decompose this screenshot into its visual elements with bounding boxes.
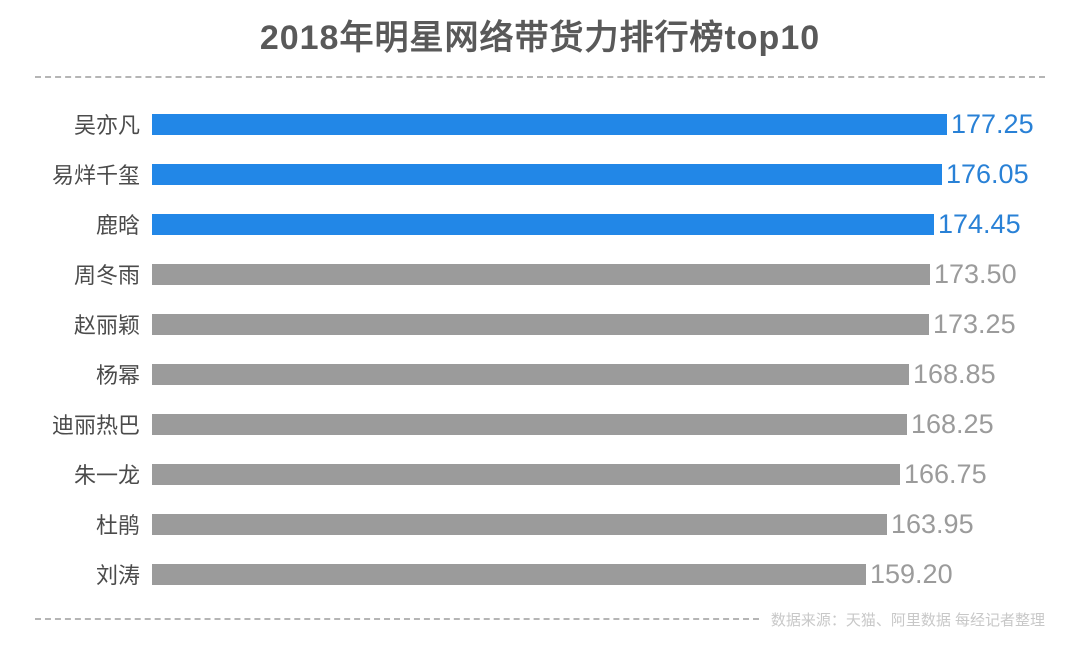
value-label: 168.85 — [913, 358, 996, 389]
chart-footer: 数据来源：天猫、阿里数据 每经记者整理 — [35, 608, 1045, 630]
bar-row: 赵丽颖 173.25 — [0, 299, 1080, 349]
value-label: 159.20 — [870, 558, 953, 589]
category-label: 刘涛 — [95, 563, 140, 588]
category-label: 吴亦凡 — [73, 113, 140, 138]
bar — [152, 163, 942, 185]
bar — [152, 463, 900, 485]
category-label: 迪丽热巴 — [51, 413, 140, 438]
bar-rows: 吴亦凡 177.25 易烊千玺 176.05 鹿晗 174.45 周冬雨 173.50 赵丽颖 1… — [0, 99, 1080, 599]
category-label: 易烊千玺 — [51, 163, 140, 188]
category-label: 杨幂 — [95, 363, 140, 388]
bar — [152, 263, 930, 285]
category-label: 鹿晗 — [95, 213, 140, 238]
category-label: 朱一龙 — [73, 463, 140, 488]
bar-row: 周冬雨 173.50 — [0, 249, 1080, 299]
bar-row: 吴亦凡 177.25 — [0, 99, 1080, 149]
bar-row: 刘涛 159.20 — [0, 549, 1080, 599]
bar — [152, 413, 907, 435]
bar — [152, 313, 929, 335]
bar — [152, 213, 934, 235]
bar — [152, 563, 866, 585]
value-label: 173.50 — [934, 258, 1017, 289]
bar-row: 迪丽热巴 168.25 — [0, 399, 1080, 449]
bar-row: 易烊千玺 176.05 — [0, 149, 1080, 199]
category-label: 周冬雨 — [73, 263, 140, 288]
value-label: 176.05 — [946, 158, 1029, 189]
bar — [152, 363, 909, 385]
category-label: 赵丽颖 — [73, 313, 140, 338]
bar-row: 朱一龙 166.75 — [0, 449, 1080, 499]
top-dashed-divider — [35, 76, 1045, 78]
value-label: 174.45 — [938, 208, 1021, 239]
bottom-dashed-divider — [35, 618, 759, 620]
value-label: 168.25 — [911, 408, 994, 439]
chart-title: 2018年明星网络带货力排行榜top10 — [259, 19, 821, 57]
value-label: 166.75 — [904, 458, 987, 489]
value-label: 177.25 — [951, 108, 1034, 139]
bar-row: 杜鹃 163.95 — [0, 499, 1080, 549]
value-label: 163.95 — [891, 508, 974, 539]
bar — [152, 113, 947, 135]
bar-row: 杨幂 168.85 — [0, 349, 1080, 399]
source-note: 数据来源：天猫、阿里数据 每经记者整理 — [770, 611, 1045, 629]
bar-row: 鹿晗 174.45 — [0, 199, 1080, 249]
value-label: 173.25 — [933, 308, 1016, 339]
category-label: 杜鹃 — [95, 513, 140, 538]
bar — [152, 513, 887, 535]
